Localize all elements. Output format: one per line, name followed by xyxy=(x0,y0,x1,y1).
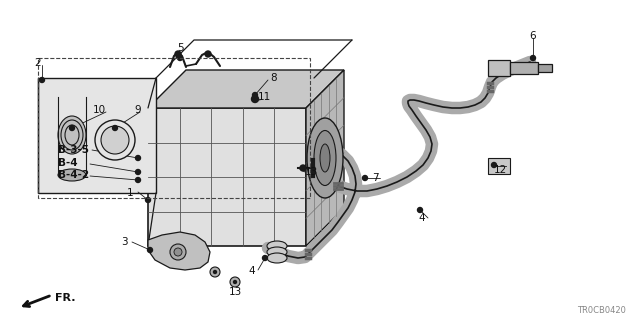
Bar xyxy=(38,58,310,198)
Circle shape xyxy=(170,244,186,260)
Text: 6: 6 xyxy=(530,31,536,41)
Bar xyxy=(148,108,306,246)
Circle shape xyxy=(205,51,211,57)
Text: 8: 8 xyxy=(270,73,276,83)
Text: 4: 4 xyxy=(419,213,426,223)
Bar xyxy=(38,78,156,193)
Text: B-3-5: B-3-5 xyxy=(58,145,89,155)
Ellipse shape xyxy=(61,120,83,150)
Ellipse shape xyxy=(267,247,287,257)
Circle shape xyxy=(234,281,237,284)
Bar xyxy=(510,62,538,74)
Ellipse shape xyxy=(65,125,79,145)
Text: 11: 11 xyxy=(258,92,271,102)
Ellipse shape xyxy=(267,253,287,263)
Bar xyxy=(538,64,552,72)
Circle shape xyxy=(417,207,422,212)
Text: 10: 10 xyxy=(92,105,106,115)
Text: 1: 1 xyxy=(127,188,133,198)
Polygon shape xyxy=(148,232,210,270)
Circle shape xyxy=(174,248,182,256)
Text: B-4: B-4 xyxy=(58,158,77,168)
Circle shape xyxy=(300,165,306,171)
Text: 4: 4 xyxy=(249,266,255,276)
Polygon shape xyxy=(148,70,344,108)
Circle shape xyxy=(253,92,257,98)
Circle shape xyxy=(252,95,259,102)
Circle shape xyxy=(95,120,135,160)
Circle shape xyxy=(531,55,536,60)
Circle shape xyxy=(177,55,182,60)
Text: 2: 2 xyxy=(35,58,42,68)
Circle shape xyxy=(113,125,118,131)
Circle shape xyxy=(147,247,152,252)
Circle shape xyxy=(136,156,141,161)
Text: 13: 13 xyxy=(228,287,242,297)
Ellipse shape xyxy=(58,169,86,181)
Ellipse shape xyxy=(267,241,287,251)
Text: 3: 3 xyxy=(121,237,127,247)
Ellipse shape xyxy=(314,131,336,186)
Circle shape xyxy=(262,255,268,260)
Ellipse shape xyxy=(320,144,330,172)
Polygon shape xyxy=(306,70,344,246)
Text: B-4-2: B-4-2 xyxy=(58,170,89,180)
Text: FR.: FR. xyxy=(55,293,76,303)
Text: 5: 5 xyxy=(177,43,183,53)
Circle shape xyxy=(70,125,74,131)
Circle shape xyxy=(101,126,129,154)
Ellipse shape xyxy=(307,118,343,198)
Circle shape xyxy=(214,270,216,274)
Circle shape xyxy=(230,277,240,287)
Circle shape xyxy=(145,197,150,203)
Circle shape xyxy=(136,178,141,182)
Text: 12: 12 xyxy=(493,165,507,175)
Circle shape xyxy=(40,77,45,83)
Ellipse shape xyxy=(58,116,86,154)
Circle shape xyxy=(175,51,181,57)
Bar xyxy=(488,60,510,76)
Circle shape xyxy=(136,170,141,174)
Bar xyxy=(488,158,510,174)
Text: TR0CB0420: TR0CB0420 xyxy=(577,306,626,315)
Text: 9: 9 xyxy=(134,105,141,115)
Text: 13: 13 xyxy=(305,167,318,177)
Circle shape xyxy=(362,175,367,180)
Text: 7: 7 xyxy=(372,173,378,183)
Circle shape xyxy=(210,267,220,277)
Circle shape xyxy=(492,163,497,167)
